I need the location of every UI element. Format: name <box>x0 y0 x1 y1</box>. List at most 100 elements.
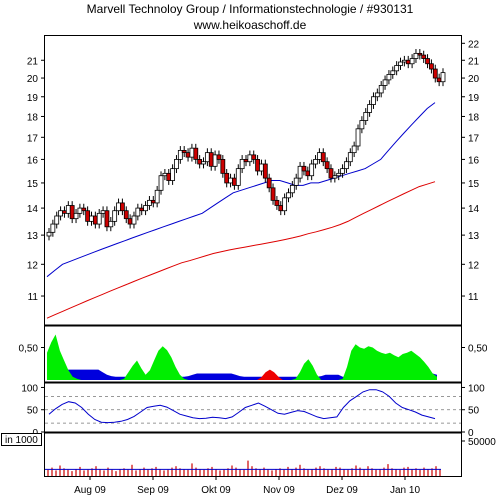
candle-body <box>201 161 206 165</box>
candle-body <box>235 168 241 186</box>
oscillator-tick-label-right: 50 <box>468 406 480 417</box>
price-tick-label-right: 14 <box>468 204 480 215</box>
candle-body <box>386 74 392 81</box>
candle-body <box>336 172 342 177</box>
candle-body <box>116 202 121 212</box>
candle-body <box>305 170 311 177</box>
candle-body <box>355 128 361 147</box>
candle-body <box>119 202 125 212</box>
candle-body <box>289 184 295 194</box>
volume-panel-frame <box>44 432 462 477</box>
candle-body <box>351 145 357 154</box>
candle-body <box>181 150 187 154</box>
candle-body <box>46 231 52 237</box>
oscillator-line <box>48 389 436 424</box>
candle-body <box>405 59 411 65</box>
candle-body <box>344 161 349 170</box>
candle-body <box>185 152 191 158</box>
candle-body <box>224 172 230 184</box>
candle-body <box>143 205 148 212</box>
price-tick-label-right: 22 <box>468 39 480 50</box>
candle-body <box>77 207 83 214</box>
candle-body <box>212 154 218 167</box>
candle-body <box>131 215 137 225</box>
candle-body <box>278 205 284 212</box>
x-tick-label: Dez 09 <box>326 485 358 496</box>
candle-body <box>228 177 233 184</box>
candle-body <box>123 210 129 220</box>
candle-body <box>197 159 203 165</box>
price-panel-frame <box>44 35 462 326</box>
candle-body <box>243 159 249 163</box>
source-url: www.heikoaschoff.de <box>193 18 307 32</box>
candle-body <box>255 159 260 172</box>
candle-body <box>347 152 353 163</box>
indicator-tick-label-left: 0,50 <box>19 344 39 355</box>
candle-body <box>239 159 245 170</box>
candle-body <box>413 52 419 59</box>
chart-title: Marvell Technoloy Group / Informationste… <box>86 2 414 16</box>
x-tick-label: Okt 09 <box>201 485 231 496</box>
price-tick-label-left: 18 <box>27 112 39 123</box>
candle-body <box>436 77 442 83</box>
candle-body <box>274 199 280 206</box>
candle-body <box>313 159 318 165</box>
x-tick-label: Aug 09 <box>74 485 106 496</box>
candle-body <box>112 210 118 222</box>
volume-unit-label: in 1000 <box>5 435 38 446</box>
candle-body <box>394 65 400 72</box>
candle-body <box>371 96 376 105</box>
candle-body <box>50 223 56 233</box>
candle-body <box>297 165 303 179</box>
indicator-tick-label-right: 0,50 <box>468 344 488 355</box>
volume-unit-box <box>1 433 42 446</box>
candle-body <box>154 189 160 204</box>
volume-panel: 50000 <box>45 437 496 476</box>
candle-body <box>398 61 403 66</box>
candle-body <box>340 168 345 174</box>
price-tick-label-right: 16 <box>468 155 480 166</box>
moving-average-short <box>46 102 436 278</box>
candle-body <box>204 152 210 163</box>
candle-body <box>262 163 268 179</box>
candle-body <box>92 215 98 225</box>
candle-body <box>89 215 94 222</box>
candle-body <box>417 52 423 56</box>
candle-body <box>174 159 179 170</box>
candle-body <box>247 154 253 163</box>
price-tick-label-left: 12 <box>27 260 39 271</box>
candle-body <box>374 92 380 98</box>
price-tick-label-right: 18 <box>468 112 480 123</box>
x-tick-label: Sep 09 <box>137 485 169 496</box>
candle-body <box>301 165 307 172</box>
price-tick-label-left: 15 <box>27 179 39 190</box>
x-tick-label: Jan 10 <box>390 485 420 496</box>
candle-body <box>259 163 264 172</box>
price-tick-label-left: 20 <box>27 74 39 85</box>
candle-body <box>135 207 141 217</box>
oscillator-tick-label-right: 100 <box>468 383 485 394</box>
candle-body <box>220 159 226 174</box>
oscillator-panel-frame <box>44 382 462 433</box>
oscillator-tick-label-left: 50 <box>27 406 39 417</box>
price-tick-label-right: 19 <box>468 93 480 104</box>
candle-body <box>81 207 87 212</box>
candle-body <box>58 210 63 217</box>
candle-body <box>139 207 145 212</box>
candle-body <box>293 177 299 186</box>
candle-body <box>324 161 330 170</box>
price-panel: 11 12 13 14 15 16 17 18 19 20 21 22 11 12 13 14 15 16 17 18… <box>27 39 480 319</box>
candle-body <box>158 175 164 191</box>
candle-body <box>54 215 60 225</box>
price-tick-label-right: 11 <box>468 292 479 303</box>
candle-body <box>96 212 102 225</box>
candle-body <box>69 205 75 220</box>
candle-body <box>409 58 415 65</box>
indicator-positive-area <box>47 334 437 380</box>
price-tick-label-left: 11 <box>28 292 39 303</box>
x-axis: Aug 09 Sep 09 Okt 09 Nov 09 Dez 09 Jan 10 <box>74 476 420 496</box>
candle-body <box>440 72 446 83</box>
indicator-panel: 0,50 0,50 <box>19 334 488 380</box>
price-tick-label-left: 19 <box>27 93 39 104</box>
